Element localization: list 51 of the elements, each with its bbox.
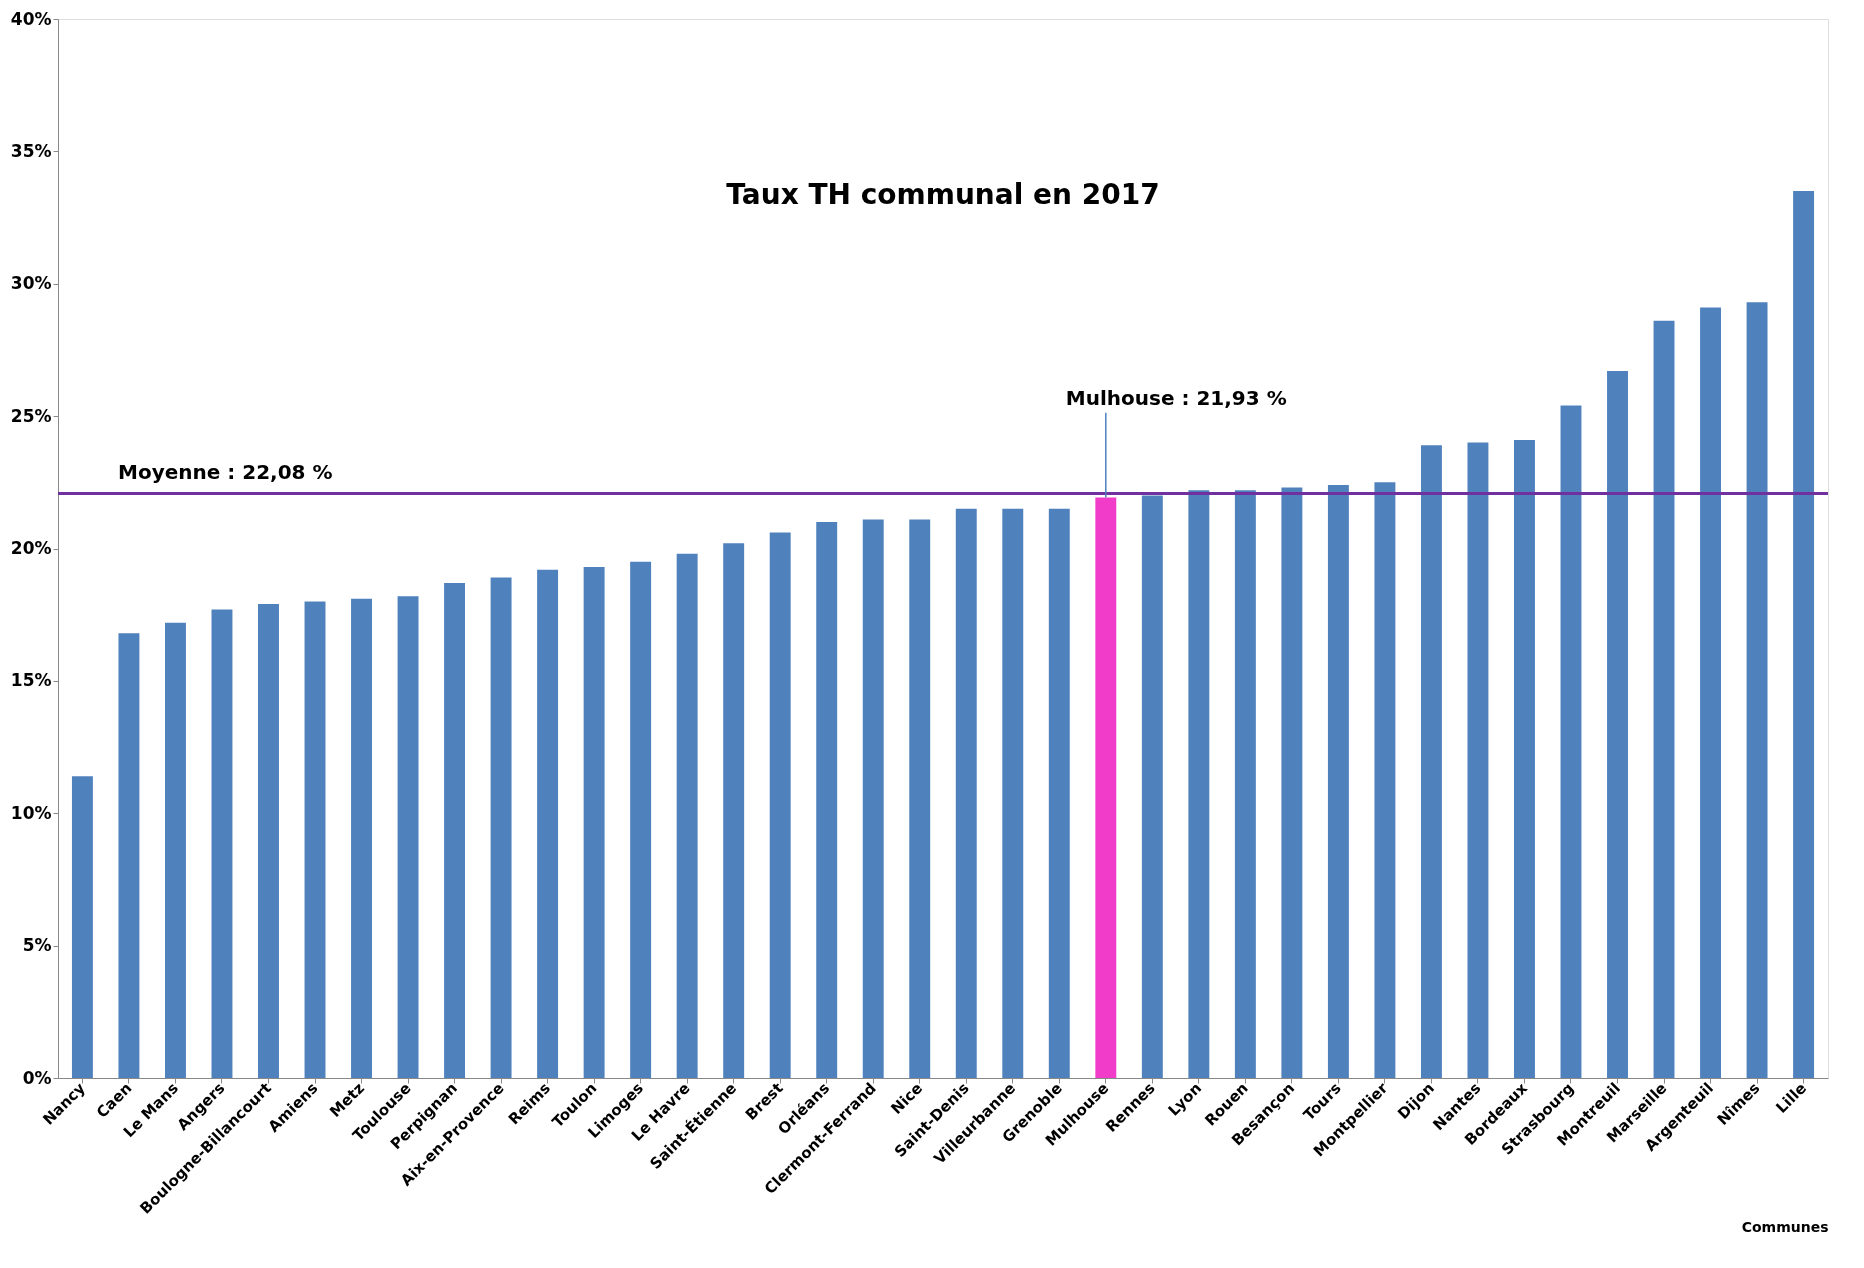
- y-tick-label: 10%: [10, 802, 52, 823]
- bar: [723, 543, 745, 1078]
- bar: [1141, 495, 1163, 1078]
- bar: [583, 567, 605, 1078]
- bar: [816, 522, 838, 1078]
- y-tick-label: 5%: [22, 935, 52, 956]
- bar: [1607, 371, 1628, 1078]
- bar: [164, 622, 186, 1078]
- bar: [211, 609, 233, 1078]
- y-tick-label: 30%: [10, 273, 52, 294]
- bar: [351, 598, 372, 1078]
- bar: [258, 604, 279, 1078]
- bar: [118, 633, 140, 1078]
- bar: [71, 776, 93, 1078]
- bar: [862, 519, 884, 1078]
- bar: [490, 577, 512, 1078]
- bar: [1188, 490, 1210, 1078]
- bar: [1746, 302, 1768, 1078]
- y-tick-label: 0%: [22, 1067, 52, 1088]
- y-tick-label: 15%: [10, 670, 52, 691]
- y-tick-label: 25%: [10, 405, 52, 426]
- bar: [769, 532, 791, 1078]
- bar: [1374, 482, 1396, 1078]
- bar: [909, 519, 931, 1078]
- x-axis-title: Communes: [1741, 1218, 1829, 1235]
- bar: [676, 553, 698, 1078]
- text: Taux TH communal en 2017: [726, 178, 1160, 211]
- bar: [1793, 191, 1815, 1078]
- bar: [1560, 405, 1582, 1078]
- bar: [1420, 445, 1442, 1078]
- bar: [1048, 508, 1070, 1078]
- bar: [1327, 484, 1349, 1078]
- bar: [1514, 439, 1535, 1078]
- bar: [537, 569, 559, 1078]
- bar: [630, 561, 652, 1078]
- bar: [397, 596, 419, 1078]
- y-tick-label: 20%: [10, 538, 52, 558]
- bar: [1002, 508, 1024, 1078]
- bar: [1234, 490, 1256, 1078]
- bar: [444, 582, 466, 1078]
- bar: [1700, 307, 1722, 1078]
- bar: [955, 508, 977, 1078]
- bar: [1653, 320, 1675, 1078]
- ref-line-label: Moyenne : 22,08 %: [118, 460, 333, 485]
- bar: [1095, 497, 1117, 1078]
- annotation: Mulhouse : 21,93 %: [1065, 385, 1287, 410]
- y-tick-label: 35%: [10, 140, 52, 161]
- bar: [304, 601, 326, 1078]
- y-tick-label: 40%: [10, 8, 52, 29]
- bar: [1281, 487, 1303, 1078]
- bar: [1467, 442, 1489, 1078]
